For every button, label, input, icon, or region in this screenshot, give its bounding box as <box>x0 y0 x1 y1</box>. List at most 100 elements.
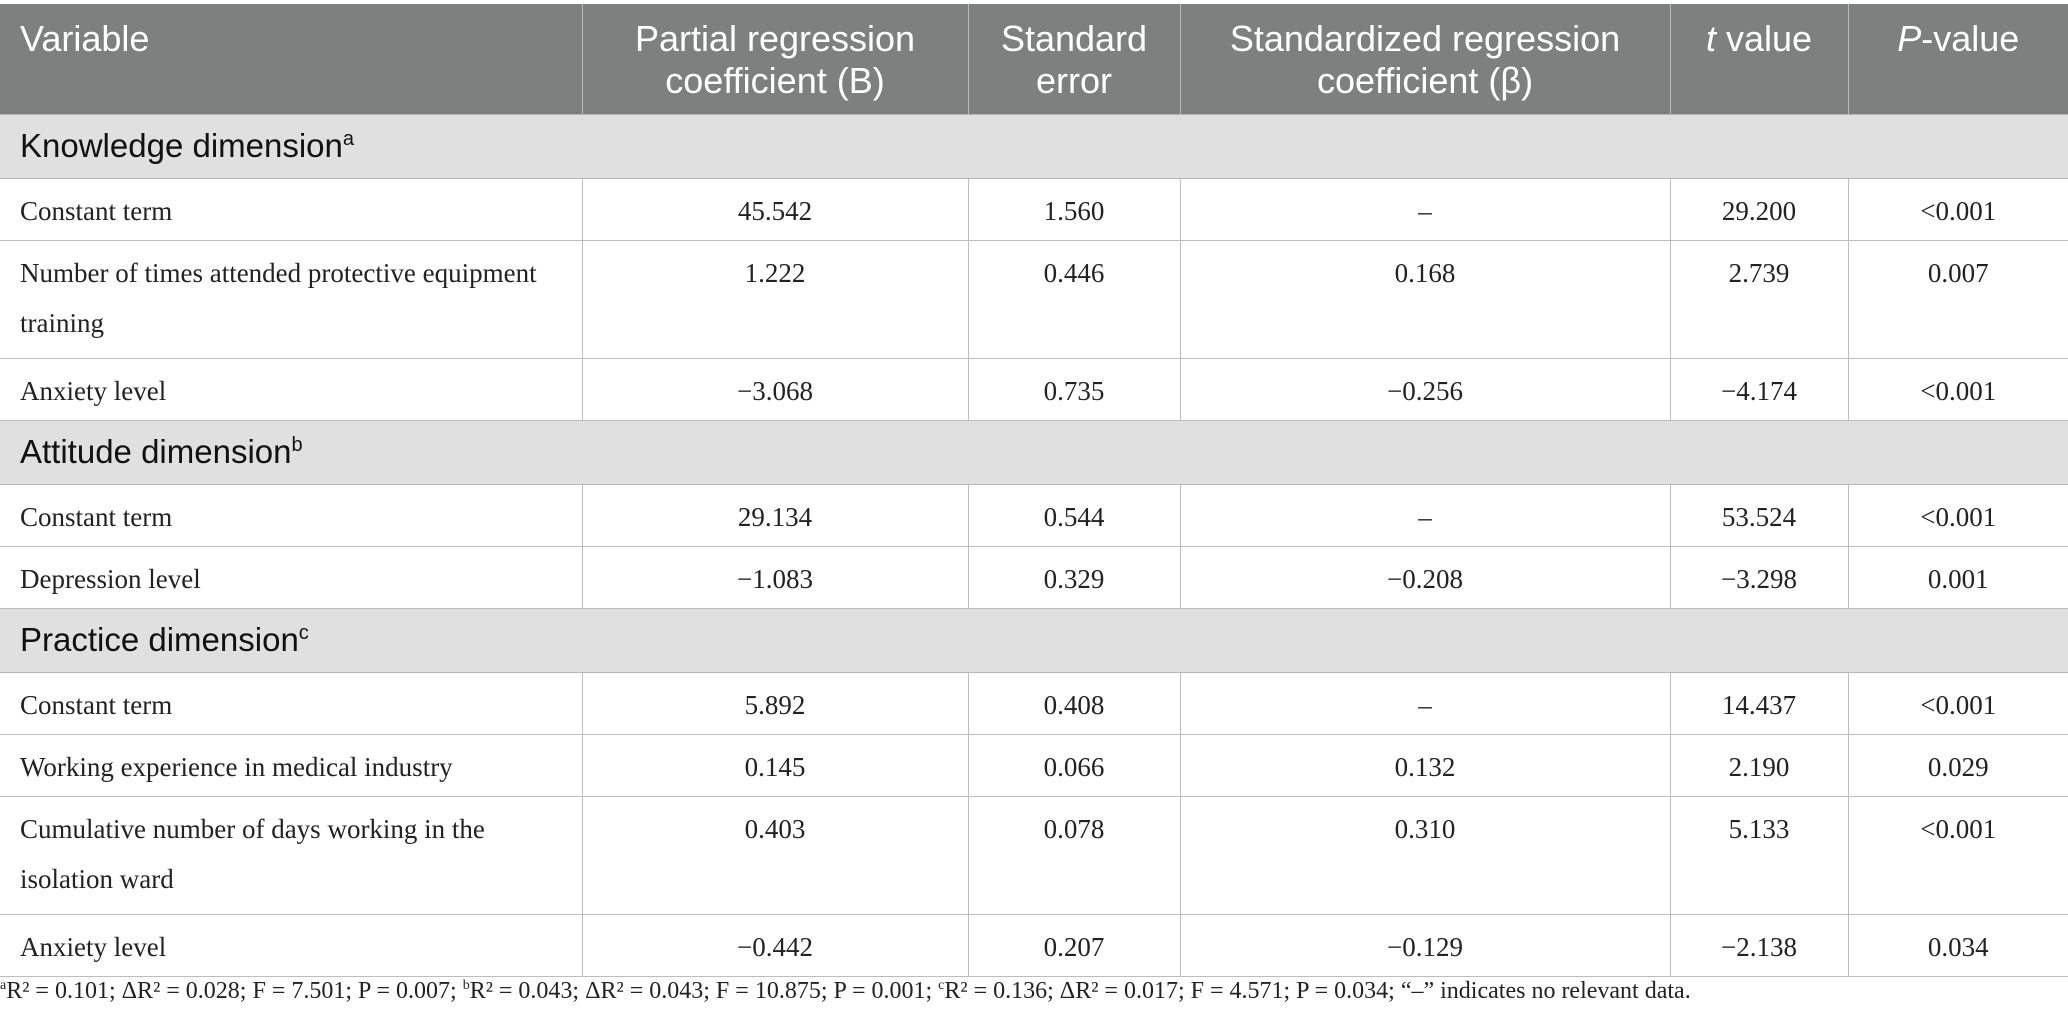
table-row: Depression level −1.083 0.329 −0.208 −3.298 0… <box>0 545 2068 609</box>
beta-cell-text: −0.129 <box>1387 931 1463 962</box>
section-title-text: Knowledge dimension <box>20 127 343 164</box>
p-cell: <0.001 <box>1847 357 2068 421</box>
section-title: Attitude dimensionb <box>0 419 2068 485</box>
b-cell: −1.083 <box>581 545 969 609</box>
section-title-text: Attitude dimension <box>20 433 292 470</box>
t-cell: −2.138 <box>1669 913 1849 977</box>
se-cell-text: 0.446 <box>1043 257 1105 288</box>
p-cell: <0.001 <box>1847 795 2068 915</box>
se-cell: 0.207 <box>967 913 1181 977</box>
p-cell-text: 0.007 <box>1927 257 1989 288</box>
footnote-c-mark: c <box>938 978 945 993</box>
variable-cell-text: Anxiety level <box>20 931 167 962</box>
se-cell-text: 0.066 <box>1043 751 1105 782</box>
section-row: Knowledge dimensiona <box>0 113 2068 179</box>
p-cell: <0.001 <box>1847 177 2068 241</box>
se-cell-text: 0.408 <box>1043 689 1105 720</box>
se-cell: 1.560 <box>967 177 1181 241</box>
variable-cell-text: Constant term <box>20 501 173 532</box>
header-standardized-coefficient: Standardized regression coefficient (β) <box>1180 4 1671 114</box>
section-row: Attitude dimensionb <box>0 419 2068 485</box>
p-cell-text: <0.001 <box>1920 813 1997 844</box>
se-cell: 0.078 <box>967 795 1181 915</box>
footnote-a-mark: a <box>0 978 7 993</box>
se-cell: 0.544 <box>967 483 1181 547</box>
table-row: Working experience in medical industry 0.… <box>0 733 2068 797</box>
footnote-c-text: R² = 0.136; ΔR² = 0.017; F = 4.571; P = … <box>944 978 1691 1004</box>
b-cell-text: −1.083 <box>737 563 813 594</box>
p-cell: 0.029 <box>1847 733 2068 797</box>
p-cell-text: <0.001 <box>1920 375 1997 406</box>
t-cell-text: −3.298 <box>1721 563 1797 594</box>
beta-cell-text: 0.168 <box>1394 257 1456 288</box>
table-row: Number of times attended protective equi… <box>0 239 2068 359</box>
beta-cell-text: −0.208 <box>1387 563 1463 594</box>
regression-table: Variable Partial regression coefficient … <box>0 4 2068 977</box>
se-cell: 0.735 <box>967 357 1181 421</box>
footnote-b-mark: b <box>462 978 470 993</box>
t-cell: 53.524 <box>1669 483 1849 547</box>
header-t-rest: value <box>1715 18 1813 59</box>
t-cell-text: 2.190 <box>1728 751 1790 782</box>
header-variable: Variable <box>0 4 583 114</box>
se-cell-text: 0.735 <box>1043 375 1105 406</box>
variable-cell: Constant term <box>0 671 583 735</box>
section-note-mark: a <box>342 128 355 150</box>
beta-cell: – <box>1179 483 1671 547</box>
variable-cell: Anxiety level <box>0 913 583 977</box>
t-cell-text: 29.200 <box>1721 195 1797 226</box>
b-cell: 0.403 <box>581 795 969 915</box>
section-row: Practice dimensionc <box>0 607 2068 673</box>
b-cell: 0.145 <box>581 733 969 797</box>
table-footnote: aR² = 0.101; ΔR² = 0.028; F = 7.501; P =… <box>0 978 2068 1005</box>
t-cell: 2.190 <box>1669 733 1849 797</box>
header-partial-regression-coefficient: Partial regression coefficient (B) <box>582 4 969 114</box>
table-row: Anxiety level −3.068 0.735 −0.256 −4.174 <0.0… <box>0 357 2068 421</box>
beta-cell-text: 0.310 <box>1394 813 1456 844</box>
header-standard-error: Standard error <box>968 4 1181 114</box>
table-row: Constant term 45.542 1.560 – 29.200 <0.001 <box>0 177 2068 241</box>
variable-cell: Depression level <box>0 545 583 609</box>
p-cell-text: 0.001 <box>1927 563 1989 594</box>
t-cell: 29.200 <box>1669 177 1849 241</box>
table-row: Anxiety level −0.442 0.207 −0.129 −2.138 0.03… <box>0 913 2068 977</box>
variable-cell-text: Working experience in medical industry <box>20 751 453 782</box>
b-cell: 29.134 <box>581 483 969 547</box>
se-cell-text: 0.544 <box>1043 501 1105 532</box>
b-cell-text: −3.068 <box>737 375 813 406</box>
variable-cell-text: Cumulative number of days working in the… <box>20 813 485 894</box>
table-row: Cumulative number of days working in the… <box>0 795 2068 915</box>
se-cell-text: 1.560 <box>1043 195 1105 226</box>
footnote-b-text: R² = 0.043; ΔR² = 0.043; F = 10.875; P =… <box>469 978 939 1004</box>
beta-cell: 0.132 <box>1179 733 1671 797</box>
t-cell: −3.298 <box>1669 545 1849 609</box>
footnote-a-text: R² = 0.101; ΔR² = 0.028; F = 7.501; P = … <box>6 978 463 1004</box>
variable-cell-text: Anxiety level <box>20 375 167 406</box>
beta-cell: −0.256 <box>1179 357 1671 421</box>
beta-cell: −0.129 <box>1179 913 1671 977</box>
variable-cell: Constant term <box>0 483 583 547</box>
t-cell-text: 5.133 <box>1728 813 1790 844</box>
variable-cell-text: Constant term <box>20 195 173 226</box>
b-cell-text: 0.145 <box>744 751 806 782</box>
p-cell-text: 0.034 <box>1927 931 1989 962</box>
header-t-value: t value <box>1670 4 1849 114</box>
p-cell-text: <0.001 <box>1920 501 1997 532</box>
p-cell: <0.001 <box>1847 671 2068 735</box>
beta-cell-text: – <box>1418 689 1432 720</box>
t-cell: 14.437 <box>1669 671 1849 735</box>
t-cell: −4.174 <box>1669 357 1849 421</box>
beta-cell-text: – <box>1418 501 1432 532</box>
header-t-italic: t <box>1705 18 1716 59</box>
p-cell: 0.001 <box>1847 545 2068 609</box>
table-body: Knowledge dimensiona Constant term 45.542 1… <box>0 113 2068 977</box>
t-cell-text: −2.138 <box>1721 931 1797 962</box>
variable-cell-text: Number of times attended protective equi… <box>20 257 537 338</box>
b-cell-text: 45.542 <box>737 195 813 226</box>
t-cell-text: −4.174 <box>1721 375 1797 406</box>
variable-cell-text: Depression level <box>20 563 201 594</box>
section-title: Practice dimensionc <box>0 607 2068 673</box>
t-cell-text: 2.739 <box>1728 257 1790 288</box>
variable-cell: Constant term <box>0 177 583 241</box>
beta-cell: −0.208 <box>1179 545 1671 609</box>
